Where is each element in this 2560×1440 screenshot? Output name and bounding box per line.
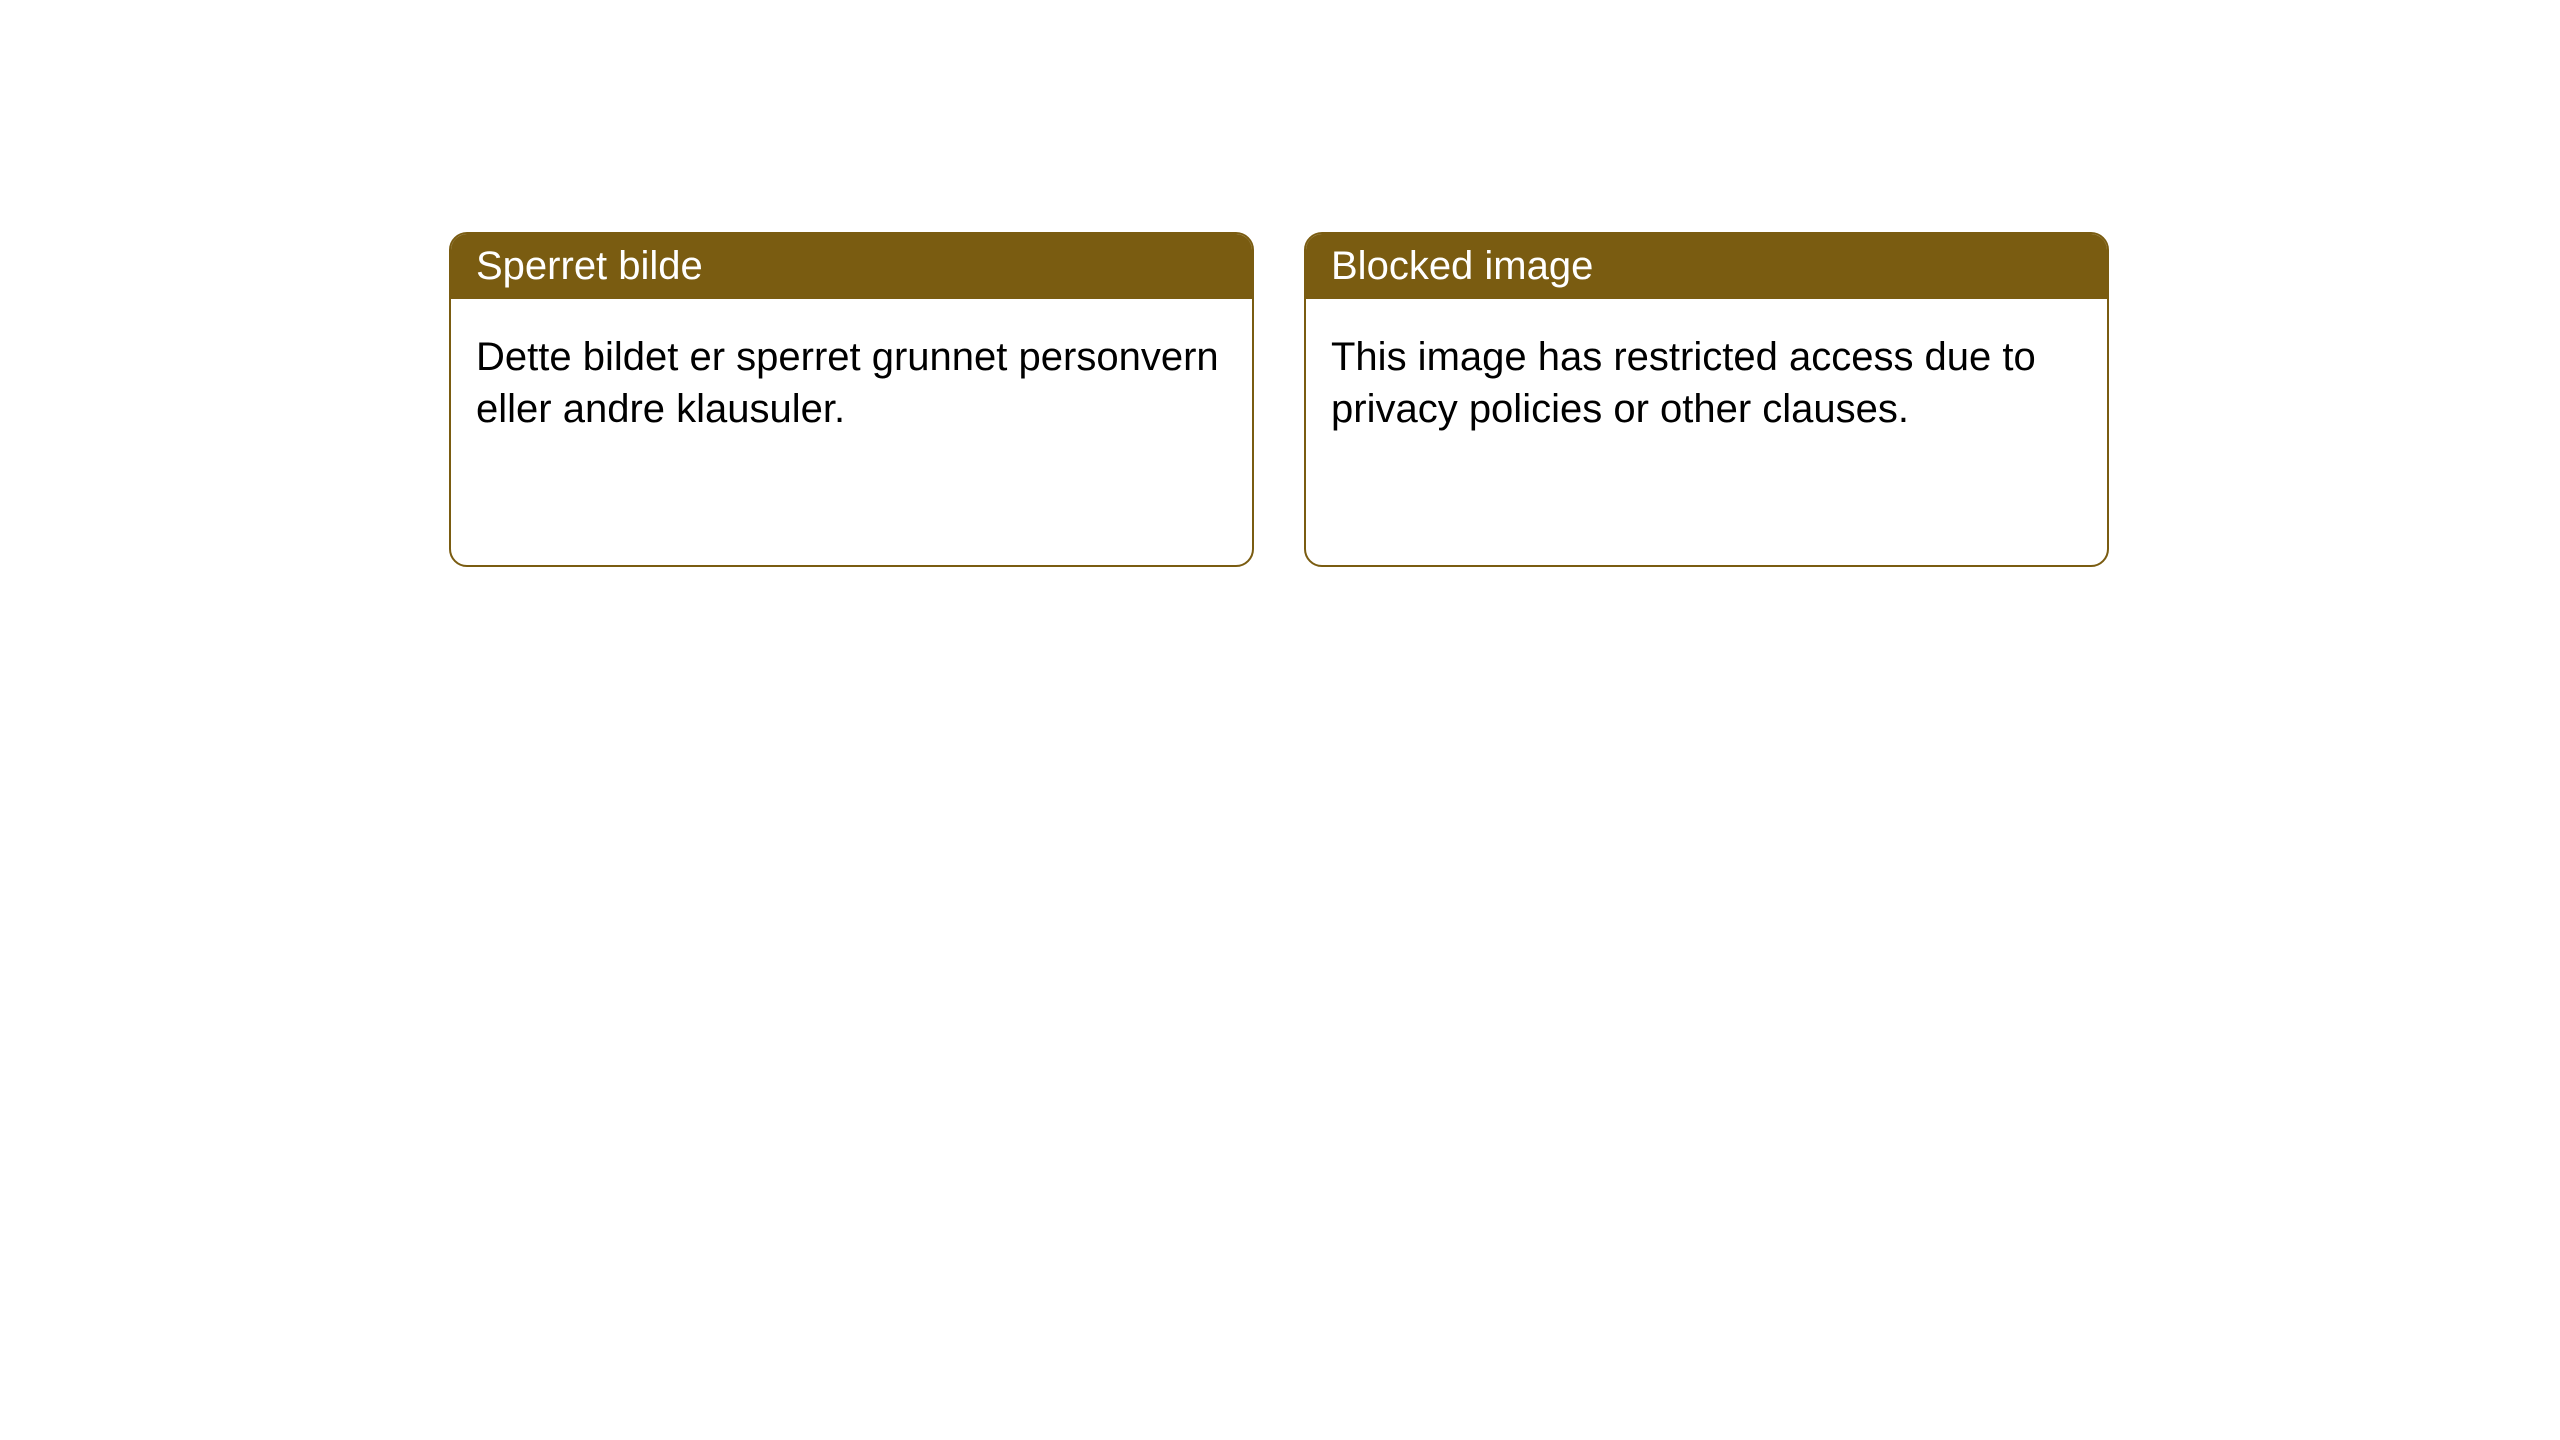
card-body-norwegian: Dette bildet er sperret grunnet personve… (451, 299, 1252, 460)
notice-container: Sperret bilde Dette bildet er sperret gr… (449, 232, 2109, 567)
blocked-image-card-english: Blocked image This image has restricted … (1304, 232, 2109, 567)
card-header-norwegian: Sperret bilde (451, 234, 1252, 299)
card-header-english: Blocked image (1306, 234, 2107, 299)
blocked-image-card-norwegian: Sperret bilde Dette bildet er sperret gr… (449, 232, 1254, 567)
card-body-english: This image has restricted access due to … (1306, 299, 2107, 460)
